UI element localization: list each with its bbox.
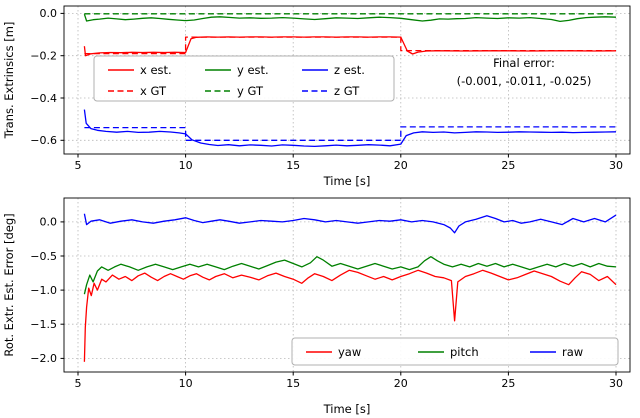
y-axis-label: Trans. Extrinsics [m]	[2, 22, 16, 140]
rotation-error-chart: 5 10 15 20 25 30 0.0 −0.5 −1.0 −1.5 −2.0 Time [s] Ro…	[2, 197, 631, 416]
final-error-title: Final error:	[493, 56, 555, 70]
y-tick-label: −2.0	[30, 352, 57, 365]
series-line-x-GT	[84, 36, 616, 55]
series-line-x-est-	[83, 36, 617, 57]
x-axis-label: Time [s]	[323, 174, 371, 188]
y-tick-label: −0.6	[30, 134, 57, 147]
x-tick-label: 15	[286, 377, 300, 390]
x-tick-label: 25	[501, 377, 515, 390]
y-axis-label: Rot. Extr. Est. Error [deg]	[2, 213, 16, 356]
legend-label: pitch	[450, 345, 479, 359]
y-tick-label: −0.2	[30, 50, 57, 63]
axes-frame	[63, 197, 631, 373]
x-tick-label: 5	[75, 159, 82, 172]
x-tick-label: 10	[179, 159, 193, 172]
y-tick-label: −1.5	[30, 318, 57, 331]
legend-label: z GT	[334, 84, 360, 98]
x-tick-label: 20	[394, 377, 408, 390]
final-error-values: (-0.001, -0.011, -0.025)	[457, 74, 592, 88]
legend-label: raw	[562, 345, 583, 359]
x-tick-label: 25	[501, 159, 515, 172]
legend-label: yaw	[338, 345, 361, 359]
axes-frame	[63, 5, 631, 155]
y-tick-label: −0.4	[30, 92, 57, 105]
legend-box	[291, 337, 619, 366]
x-tick-label: 20	[394, 159, 408, 172]
y-tick-label: 0.0	[40, 7, 58, 20]
x-tick-label: 30	[609, 159, 623, 172]
legend-label: y GT	[237, 84, 264, 98]
x-tick-label: 30	[609, 377, 623, 390]
series-line-yaw	[83, 269, 617, 362]
legend-box	[93, 55, 395, 102]
series-line-pitch	[83, 256, 617, 295]
translation-extrinsics-chart: 5 10 15 20 25 30 0.0 −0.2 −0.4 −0.6 Time [s] Trans.…	[2, 5, 631, 188]
legend-label: y est.	[237, 63, 269, 77]
series-line-z-GT	[84, 126, 616, 141]
legend-label: x GT	[140, 84, 167, 98]
legend-label: x est.	[140, 63, 172, 77]
y-tick-label: 0.0	[40, 216, 58, 229]
legend-label: z est.	[334, 63, 365, 77]
y-tick-label: −0.5	[30, 250, 57, 263]
x-tick-label: 15	[286, 159, 300, 172]
x-axis-label: Time [s]	[323, 402, 371, 416]
series-line-raw	[83, 213, 617, 234]
y-tick-label: −1.0	[30, 284, 57, 297]
x-tick-label: 5	[75, 377, 82, 390]
series-line-z-est-	[83, 109, 617, 148]
series-line-y-est-	[83, 13, 617, 23]
x-tick-label: 10	[179, 377, 193, 390]
